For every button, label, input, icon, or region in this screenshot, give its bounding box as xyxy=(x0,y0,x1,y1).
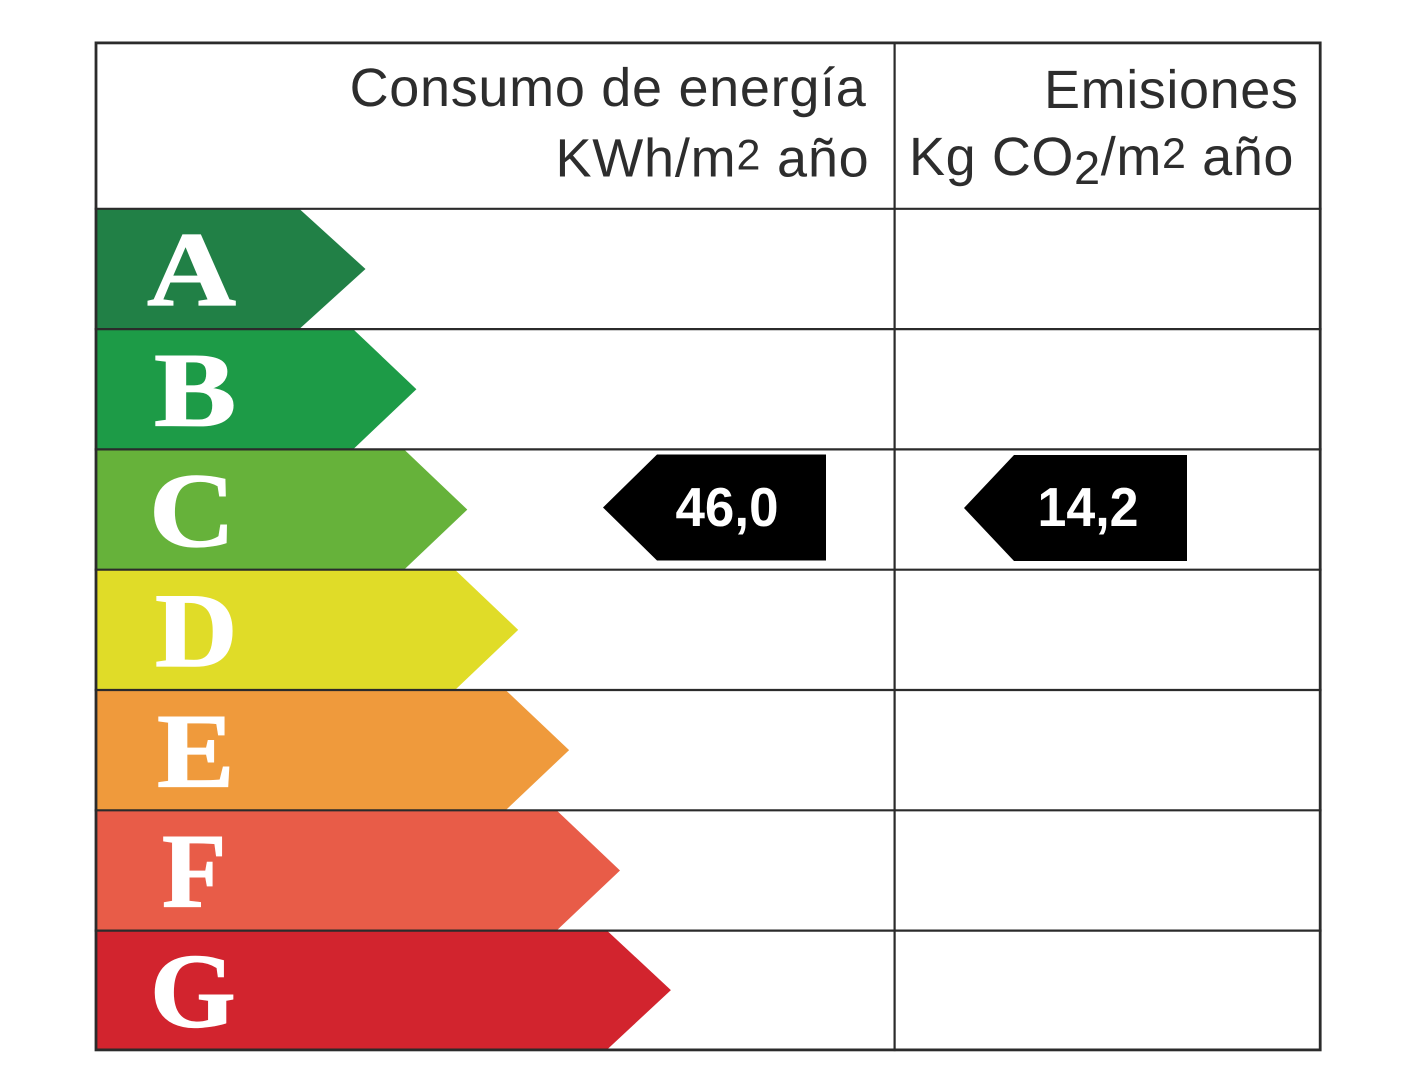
svg-text:46,0: 46,0 xyxy=(676,476,779,538)
svg-text:Emisiones: Emisiones xyxy=(1044,60,1299,120)
svg-text:A: A xyxy=(147,211,236,328)
svg-text:Consumo de energía: Consumo de energía xyxy=(350,58,867,118)
svg-text:B: B xyxy=(154,331,236,448)
svg-text:C: C xyxy=(149,452,235,569)
svg-text:E: E xyxy=(157,692,235,809)
svg-text:G: G xyxy=(150,932,236,1049)
svg-text:Kg CO2/m2 año: Kg CO2/m2 año xyxy=(909,127,1294,194)
svg-text:F: F xyxy=(162,813,227,930)
svg-text:14,2: 14,2 xyxy=(1038,476,1139,538)
svg-text:D: D xyxy=(155,572,238,689)
svg-text:KWh/m2 año: KWh/m2 año xyxy=(555,129,869,189)
